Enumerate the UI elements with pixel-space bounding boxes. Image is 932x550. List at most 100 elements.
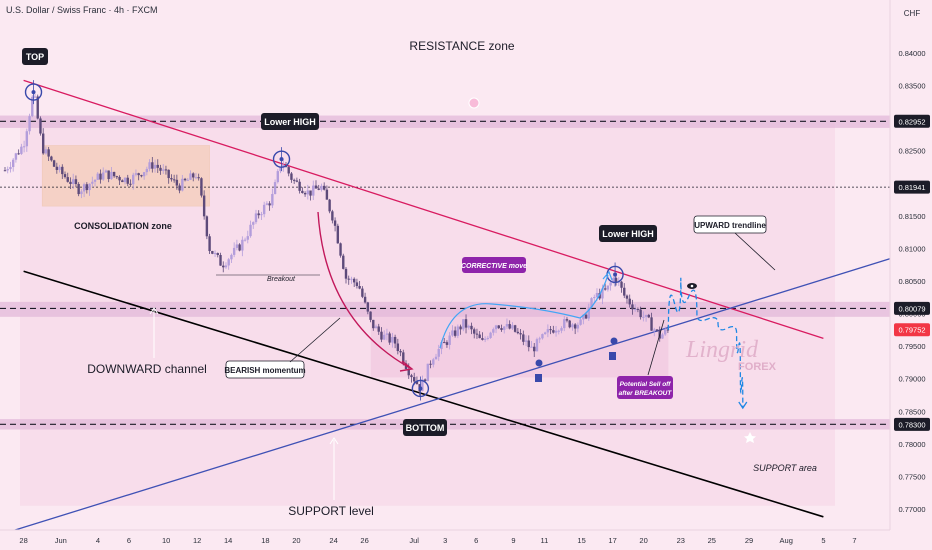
candle-body-6 [20, 146, 23, 154]
candle-body-186 [511, 325, 514, 329]
y-tick-0.78000: 0.78000 [898, 440, 925, 449]
candle-body-119 [328, 199, 331, 212]
candle-body-198 [543, 332, 547, 335]
y-tick-0.83500: 0.83500 [898, 82, 925, 91]
candle-body-190 [522, 334, 525, 342]
candle-body-173 [475, 333, 479, 335]
time-axis: 28 Jun 4 6 10 12 14 18 20 24 26 Jul 3 6 9 11 15 17 20 23 25 2… [0, 529, 932, 550]
candle-body-238 [653, 329, 656, 331]
candle-body-92 [254, 213, 258, 223]
bearish-momentum-label: BEARISH momentum [224, 366, 305, 375]
price-badges: 0.82952 0.81941 0.80079 0.78300 0.79752 [894, 114, 930, 431]
candle-body-132 [363, 296, 367, 303]
lower-high-1-label: Lower HIGH [264, 117, 316, 127]
candle-body-200 [549, 329, 552, 331]
candle-body-188 [516, 331, 520, 334]
x-tick-11: 11 [541, 536, 549, 545]
candle-body-184 [505, 324, 509, 327]
signal-dot-1 [535, 359, 543, 367]
x-tick-23: 23 [677, 536, 685, 545]
candle-body-112 [309, 190, 312, 196]
price-badge-bg-0.82952 [894, 114, 930, 128]
corrective-move-arrowhead [602, 270, 613, 281]
candle-body-158 [434, 356, 438, 360]
candle-body-162 [445, 342, 449, 345]
candle-body-66 [183, 178, 187, 181]
candle-body-117 [322, 185, 326, 190]
candle-body-78 [216, 253, 219, 256]
candle-body-27 [77, 184, 80, 195]
upward-trendline [4, 257, 892, 534]
candle-body-75 [208, 236, 211, 252]
y-tick-0.81000: 0.81000 [898, 244, 925, 253]
candle-body-23 [66, 177, 69, 182]
candle-body-181 [497, 325, 500, 329]
up-arrow-marker-2 [609, 352, 616, 360]
x-tick-Aug: Aug [780, 536, 793, 545]
candle-body-89 [246, 236, 249, 240]
candle-body-165 [453, 330, 457, 336]
candle-body-107 [295, 180, 299, 182]
candle-body-77 [213, 253, 217, 255]
candle-body-69 [192, 173, 195, 178]
candle-body-72 [200, 178, 203, 196]
candle-body-204 [560, 328, 563, 331]
candle-body-7 [22, 146, 26, 148]
projection-path [667, 277, 744, 409]
candle-body-174 [478, 334, 481, 339]
candle-body-183 [503, 326, 506, 330]
candle-body-19 [55, 166, 59, 170]
candle-body-90 [249, 224, 252, 237]
candle-body-239 [655, 329, 659, 331]
consolidation-zone-label: CONSOLIDATION zone [74, 221, 172, 231]
candle-body-210 [576, 324, 580, 329]
bearish-momentum-pointer [289, 317, 341, 363]
candle-body-109 [301, 190, 304, 194]
x-tick-20: 20 [292, 536, 300, 545]
candle-body-235 [644, 314, 648, 317]
candle-body-214 [587, 307, 590, 319]
projection-arrowhead [738, 401, 748, 410]
x-tick-12: 12 [193, 536, 201, 545]
candle-body-126 [347, 278, 350, 280]
candle-body-220 [603, 288, 607, 290]
candle-body-47 [132, 174, 135, 185]
candle-body-14 [41, 133, 45, 154]
candle-body-146 [402, 352, 405, 364]
candle-body-76 [211, 251, 214, 254]
candle-body-195 [535, 339, 539, 352]
candle-body-139 [382, 334, 386, 340]
candle-body-44 [123, 177, 127, 183]
bearish-momentum-label-bg [225, 360, 305, 379]
potential-sell-off-label-line2: after BREAKOUT [619, 390, 673, 397]
candle-body-166 [456, 326, 460, 336]
zone-mid [0, 301, 890, 317]
candle-body-227 [623, 287, 626, 296]
candle-body-208 [571, 324, 574, 328]
candle-body-108 [298, 181, 301, 191]
candle-body-102 [282, 165, 285, 168]
candle-body-160 [440, 342, 443, 349]
candle-body-170 [467, 325, 470, 328]
candle-body-151 [415, 381, 419, 385]
lower-high-1-label-bg [261, 113, 319, 130]
candle-body-9 [28, 116, 31, 132]
corrective-move-arc [439, 274, 609, 349]
candle-body-30 [85, 184, 89, 191]
candle-body-20 [58, 166, 61, 170]
candle-body-194 [533, 346, 536, 352]
candle-body-140 [385, 333, 389, 335]
candle-body-91 [252, 222, 255, 225]
candle-body-125 [344, 268, 348, 279]
candle-body-15 [44, 149, 48, 154]
candle-body-131 [361, 288, 364, 297]
x-tick-18: 18 [261, 536, 269, 545]
price-axis: CHF 0.770000.775000.780000.785000.790000… [889, 0, 932, 550]
candle-body-11 [33, 96, 37, 98]
candle-body-232 [636, 308, 640, 310]
candle-body-105 [290, 173, 293, 180]
x-tick-Jul: Jul [409, 536, 419, 545]
candle-body-236 [647, 314, 651, 318]
star-icon [744, 432, 756, 443]
